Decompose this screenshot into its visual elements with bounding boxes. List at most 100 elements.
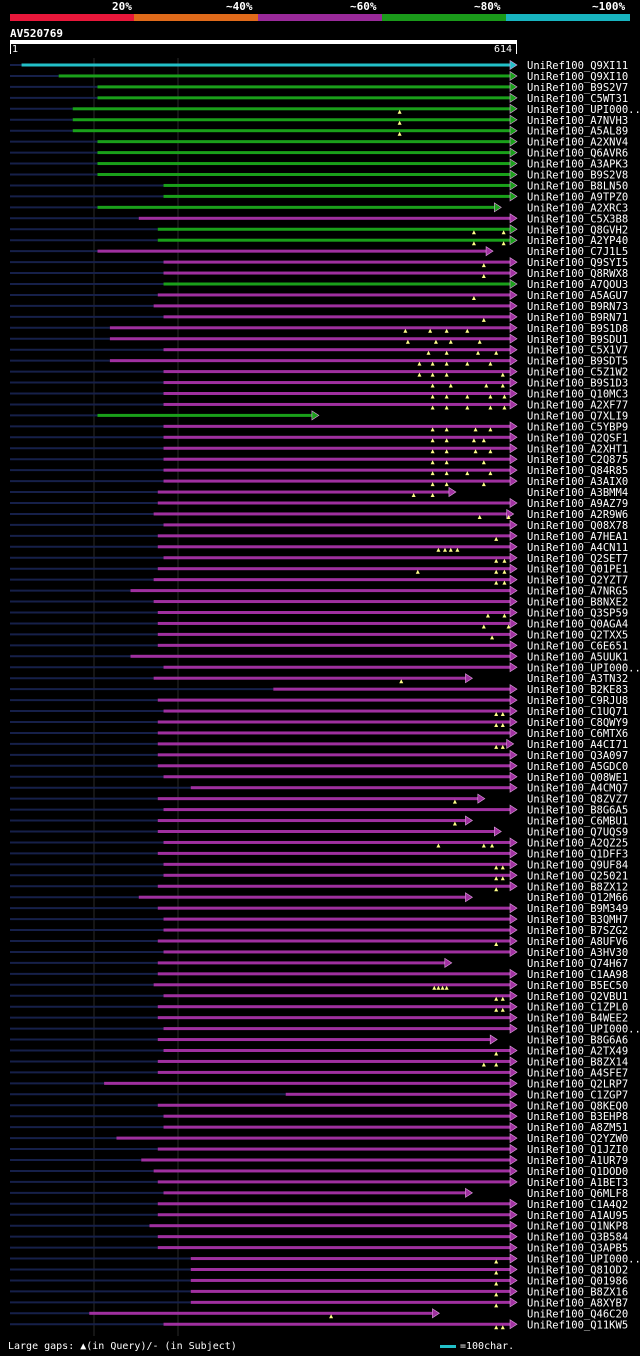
hit-bar[interactable]	[163, 348, 510, 352]
hit-label[interactable]: UniRef100_C6E651	[527, 640, 628, 652]
hit-bar[interactable]	[157, 227, 510, 231]
hit-bar[interactable]	[97, 96, 510, 100]
hit-label[interactable]: UniRef100_Q9XI10	[527, 71, 628, 83]
hit-bar[interactable]	[163, 479, 510, 483]
hit-row[interactable]: UniRef100_Q8GVH2	[10, 224, 628, 236]
hit-row[interactable]: UniRef100_C2Q875	[10, 454, 628, 466]
hit-label[interactable]: UniRef100_B9M349	[527, 903, 628, 915]
hit-row[interactable]: UniRef100_B8ZX14	[10, 1056, 628, 1068]
hit-label[interactable]: UniRef100_Q46C20	[527, 1308, 628, 1320]
hit-bar[interactable]	[109, 326, 511, 330]
hit-bar[interactable]	[163, 556, 510, 560]
hit-bar[interactable]	[163, 435, 510, 439]
hit-row[interactable]: UniRef100_A3BMM4	[10, 487, 628, 499]
hit-bar[interactable]	[157, 545, 510, 549]
hit-row[interactable]: UniRef100_B8ZX16	[10, 1286, 628, 1298]
hit-row[interactable]: UniRef100_Q1NKP8	[10, 1220, 628, 1233]
hit-bar[interactable]	[157, 293, 510, 297]
hit-row[interactable]: UniRef100_C1AA98	[10, 968, 628, 981]
hit-label[interactable]: UniRef100_Q8ZVZ7	[527, 794, 628, 806]
hit-bar[interactable]	[163, 808, 510, 812]
hit-row[interactable]: UniRef100_Q2QSF1	[10, 432, 628, 444]
hit-label[interactable]: UniRef100_A7HEA1	[527, 531, 628, 543]
hit-row[interactable]: UniRef100_C1ZGP7	[10, 1089, 628, 1101]
hit-bar[interactable]	[163, 950, 510, 954]
hit-bar[interactable]	[157, 1180, 510, 1184]
hit-row[interactable]: UniRef100_Q3B584	[10, 1231, 628, 1244]
hit-row[interactable]: UniRef100_Q7XLI9	[10, 410, 628, 422]
hit-bar[interactable]	[97, 249, 487, 253]
hit-label[interactable]: UniRef100_A8UFV6	[527, 936, 628, 948]
hit-row[interactable]: UniRef100_Q2VBU1	[10, 990, 628, 1003]
hit-bar[interactable]	[157, 534, 510, 538]
hit-bar[interactable]	[89, 1311, 433, 1315]
hit-bar[interactable]	[163, 402, 510, 406]
hit-label[interactable]: UniRef100_A7NRG5	[527, 586, 628, 598]
hit-bar[interactable]	[163, 183, 510, 187]
hit-label[interactable]: UniRef100_Q2YZT7	[527, 575, 628, 587]
hit-row[interactable]: UniRef100_A2YP40	[10, 235, 628, 247]
hit-bar[interactable]	[130, 654, 510, 658]
hit-row[interactable]: UniRef100_Q2YZT7	[10, 574, 628, 587]
hit-bar[interactable]	[157, 1213, 510, 1217]
hit-bar[interactable]	[97, 85, 510, 89]
hit-bar[interactable]	[157, 621, 510, 625]
hit-row[interactable]: UniRef100_A3TN32	[10, 673, 628, 685]
hit-bar[interactable]	[163, 1049, 510, 1052]
hit-label[interactable]: UniRef100_Q01PE1	[527, 564, 628, 576]
hit-bar[interactable]	[190, 1257, 510, 1261]
hit-row[interactable]: UniRef100_Q2TXX5	[10, 629, 628, 641]
hit-row[interactable]: UniRef100_C8QWY9	[10, 716, 628, 729]
hit-bar[interactable]	[153, 600, 510, 604]
hit-label[interactable]: UniRef100_A2YP40	[527, 235, 628, 247]
hit-row[interactable]: UniRef100_B9S1D3	[10, 377, 628, 390]
hit-row[interactable]: UniRef100_Q01PE1	[10, 563, 628, 576]
hit-bar[interactable]	[157, 830, 495, 833]
hit-label[interactable]: UniRef100_Q1DFF3	[527, 848, 628, 860]
hit-bar[interactable]	[163, 381, 510, 385]
hit-row[interactable]: UniRef100_Q3A097	[10, 749, 628, 762]
hit-row[interactable]: UniRef100_A1AU95	[10, 1209, 628, 1222]
hit-bar[interactable]	[163, 260, 510, 264]
hit-label[interactable]: UniRef100_Q84R85	[527, 465, 628, 477]
hit-label[interactable]: UniRef100_Q9UF84	[527, 859, 628, 871]
hit-row[interactable]: UniRef100_B9S2V7	[10, 81, 628, 94]
hit-label[interactable]: UniRef100_B3EHP8	[527, 1111, 628, 1123]
hit-row[interactable]: UniRef100_B9SDU1	[10, 333, 628, 346]
hit-row[interactable]: UniRef100_A8ZM51	[10, 1122, 628, 1134]
hit-row[interactable]: UniRef100_B9RN73	[10, 300, 628, 313]
hit-bar[interactable]	[157, 490, 449, 494]
hit-row[interactable]: UniRef100_B9M349	[10, 903, 628, 915]
hit-row[interactable]: UniRef100_A1BET3	[10, 1176, 628, 1189]
hit-label[interactable]: UniRef100_A2XF77	[527, 399, 628, 411]
hit-label[interactable]: UniRef100_Q2SET7	[527, 553, 628, 565]
hit-row[interactable]: UniRef100_B4WEE2	[10, 1012, 628, 1025]
hit-bar[interactable]	[157, 961, 445, 965]
hit-bar[interactable]	[157, 1147, 510, 1151]
hit-bar[interactable]	[97, 162, 510, 166]
hit-row[interactable]: UniRef100_A5UUK1	[10, 651, 628, 663]
hit-bar[interactable]	[157, 1016, 510, 1020]
hit-row[interactable]: UniRef100_B9RN71	[10, 311, 628, 324]
hit-row[interactable]: UniRef100_C9RJU8	[10, 695, 628, 707]
hit-label[interactable]: UniRef100_Q6AVR6	[527, 148, 628, 160]
hit-bar[interactable]	[163, 315, 510, 319]
hit-label[interactable]: UniRef100_B9SDU1	[527, 334, 628, 346]
hit-bar[interactable]	[163, 194, 510, 198]
hit-row[interactable]: UniRef100_Q74H67	[10, 957, 628, 970]
hit-label[interactable]: UniRef100_A2QZ25	[527, 837, 628, 849]
hit-label[interactable]: UniRef100_C5X3B8	[527, 213, 628, 225]
hit-bar[interactable]	[157, 720, 510, 724]
hit-row[interactable]: UniRef100_A2XRC3	[10, 202, 628, 214]
hit-label[interactable]: UniRef100_B9SDT5	[527, 356, 628, 368]
hit-row[interactable]: UniRef100_A7HEA1	[10, 530, 628, 543]
hit-label[interactable]: UniRef100_Q3SP59	[527, 608, 628, 620]
hit-bar[interactable]	[157, 797, 478, 801]
hit-bar[interactable]	[157, 731, 510, 735]
hit-row[interactable]: UniRef100_Q6AVR6	[10, 147, 628, 160]
hit-bar[interactable]	[157, 1202, 510, 1206]
hit-label[interactable]: UniRef100_B8ZX16	[527, 1286, 628, 1298]
hit-label[interactable]: UniRef100_Q7UQS9	[527, 827, 628, 839]
hit-label[interactable]: UniRef100_B8NXE2	[527, 597, 628, 609]
hit-label[interactable]: UniRef100_A3TN32	[527, 673, 628, 685]
